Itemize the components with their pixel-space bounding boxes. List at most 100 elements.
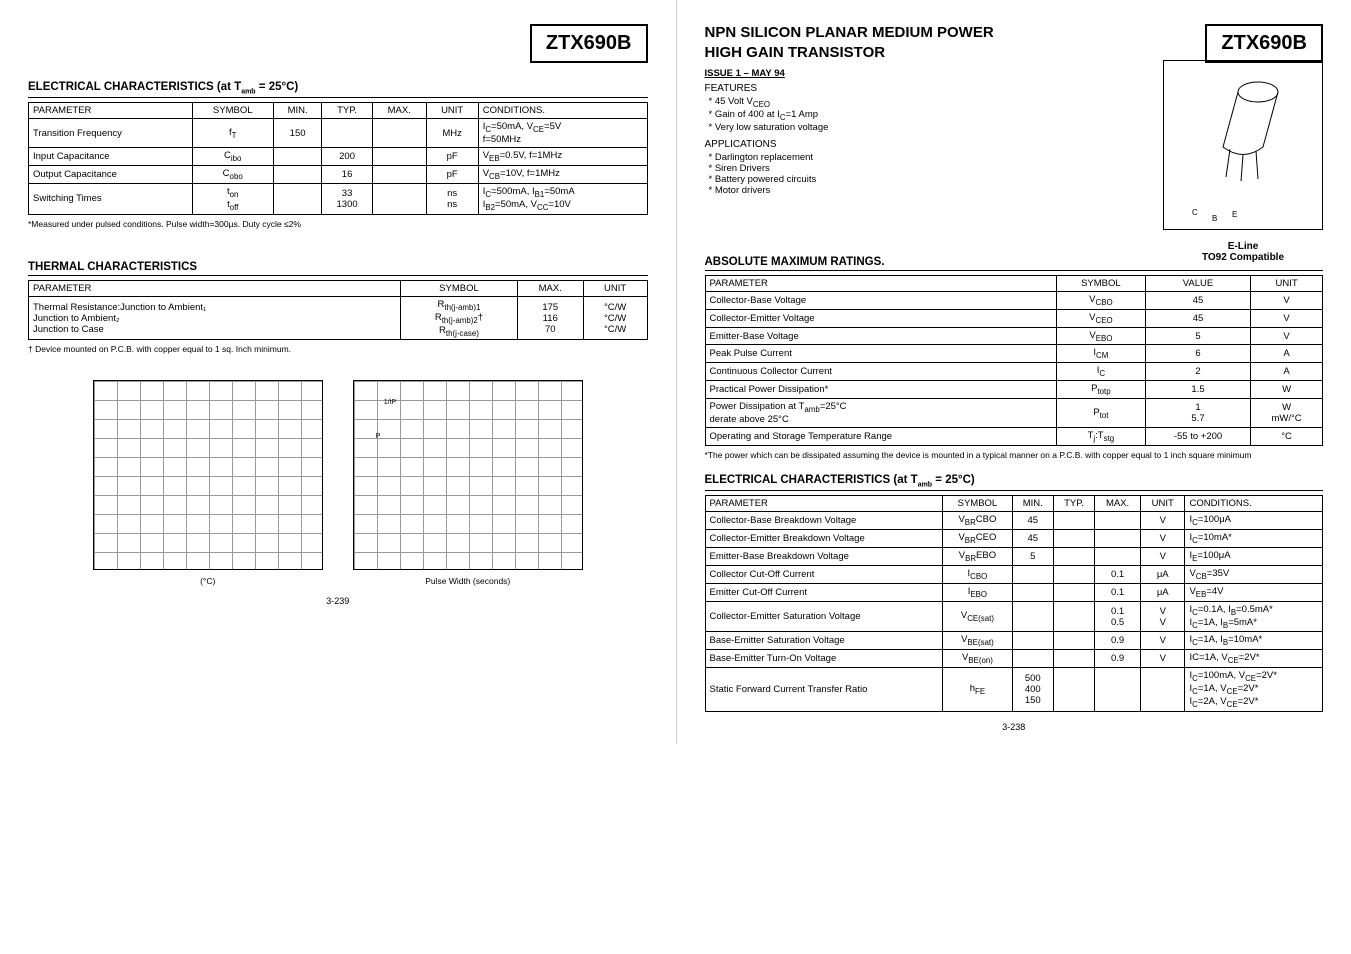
table-cell — [372, 119, 426, 148]
table-cell: V — [1251, 291, 1323, 309]
col-parameter: PARAMETER — [705, 275, 1056, 291]
table-row: Static Forward Current Transfer RatiohFE… — [705, 668, 1323, 712]
table-cell: V — [1141, 650, 1185, 668]
table-row: Collector-Emitter VoltageVCEO45V — [705, 309, 1323, 327]
table-cell — [372, 183, 426, 214]
table-cell: IC=1A, IB=10mA* — [1185, 632, 1323, 650]
table-cell: μA — [1141, 583, 1185, 601]
table-cell: V — [1141, 632, 1185, 650]
table-cell: 45 — [1012, 512, 1053, 530]
table-cell: ICM — [1056, 345, 1145, 363]
table-cell: IC=500mA, IB1=50mAIB2=50mA, VCC=10V — [478, 183, 647, 214]
table-cell: Practical Power Dissipation* — [705, 381, 1056, 399]
col-parameter: PARAMETER — [29, 280, 401, 296]
table-cell: VBE(on) — [943, 650, 1012, 668]
col-typ: TYP. — [322, 103, 372, 119]
abs-footnote: *The power which can be dissipated assum… — [705, 450, 1324, 460]
table-cell: 331300 — [322, 183, 372, 214]
col-symbol: SYMBOL — [943, 496, 1012, 512]
elec-footnote-left: *Measured under pulsed conditions. Pulse… — [28, 219, 648, 229]
table-row: Base-Emitter Turn-On VoltageVBE(on)0.9VI… — [705, 650, 1323, 668]
title-line-2: HIGH GAIN TRANSISTOR — [705, 44, 994, 62]
table-cell — [1012, 565, 1053, 583]
plot2-label-1tp: 1/tP — [384, 399, 396, 406]
table-cell: Input Capacitance — [29, 148, 193, 166]
elec-char-heading-left: ELECTRICAL CHARACTERISTICS (at Tamb = 25… — [28, 81, 648, 98]
table-row: Base-Emitter Saturation VoltageVBE(sat)0… — [705, 632, 1323, 650]
plot-1-wrapper: (°C) — [93, 380, 323, 586]
col-parameter: PARAMETER — [29, 103, 193, 119]
table-cell: 0.9 — [1095, 650, 1141, 668]
table-cell: VCB=10V, f=1MHz — [478, 166, 647, 184]
table-header-row: PARAMETER SYMBOL MAX. UNIT — [29, 280, 648, 296]
pin-e-label: E — [1232, 210, 1237, 219]
table-cell: VEB=0.5V, f=1MHz — [478, 148, 647, 166]
table-cell: fT — [192, 119, 273, 148]
eline-caption-1: E-Line — [1164, 241, 1322, 252]
table-cell: IEBO — [943, 583, 1012, 601]
col-symbol: SYMBOL — [401, 280, 518, 296]
table-cell: V — [1141, 547, 1185, 565]
table-header-row: PARAMETER SYMBOL VALUE UNIT — [705, 275, 1323, 291]
table-cell — [1053, 601, 1094, 632]
table-row: Practical Power Dissipation*Ptotp1.5W — [705, 381, 1323, 399]
thermal-heading: THERMAL CHARACTERISTICS — [28, 261, 648, 276]
table-cell: V — [1141, 530, 1185, 548]
col-max: MAX. — [1095, 496, 1141, 512]
table-cell: VBREBO — [943, 547, 1012, 565]
table-cell: 0.1 — [1095, 565, 1141, 583]
col-min: MIN. — [1012, 496, 1053, 512]
table-cell: tontoff — [192, 183, 273, 214]
table-cell: °C — [1251, 428, 1323, 446]
col-min: MIN. — [273, 103, 322, 119]
table-row: Collector-Base VoltageVCBO45V — [705, 291, 1323, 309]
col-symbol: SYMBOL — [1056, 275, 1145, 291]
elec-title-text: ELECTRICAL CHARACTERISTICS (at T — [28, 81, 241, 93]
table-cell: Base-Emitter Saturation Voltage — [705, 632, 943, 650]
table-cell — [372, 166, 426, 184]
table-cell: IC=1A, VCE=2V* — [1185, 650, 1323, 668]
pin-b-label: B — [1212, 214, 1217, 223]
table-cell: Collector-Base Breakdown Voltage — [705, 512, 943, 530]
table-header-row: PARAMETER SYMBOL MIN. TYP. MAX. UNIT CON… — [705, 496, 1323, 512]
col-conditions: CONDITIONS. — [478, 103, 647, 119]
table-cell: μA — [1141, 565, 1185, 583]
table-cell — [1053, 565, 1094, 583]
page-right: NPN SILICON PLANAR MEDIUM POWER HIGH GAI… — [676, 0, 1351, 744]
package-frame: C B E E-Line TO92 Compatible — [1163, 60, 1323, 230]
table-cell — [1012, 632, 1053, 650]
table-cell — [273, 166, 322, 184]
elec-title-tail: = 25°C) — [256, 81, 299, 93]
page-number-right: 3-238 — [705, 722, 1324, 732]
table-row: Emitter-Base VoltageVEBO5V — [705, 327, 1323, 345]
table-row: Switching Timestontoff331300nsnsIC=500mA… — [29, 183, 648, 214]
table-cell: Collector Cut-Off Current — [705, 565, 943, 583]
table-cell: ICBO — [943, 565, 1012, 583]
table-cell — [1053, 530, 1094, 548]
page-number-left: 3-239 — [28, 596, 648, 606]
elec-table-left: PARAMETER SYMBOL MIN. TYP. MAX. UNIT CON… — [28, 102, 648, 214]
col-value: VALUE — [1145, 275, 1250, 291]
table-cell — [1141, 668, 1185, 712]
elec-title-tail-r: = 25°C) — [932, 474, 975, 486]
plot-row: (°C) 1/tP P Pulse Width (seconds) — [28, 380, 648, 586]
table-cell: VEBO — [1056, 327, 1145, 345]
table-cell: VV — [1141, 601, 1185, 632]
table-cell: nsns — [426, 183, 478, 214]
table-cell: VCE(sat) — [943, 601, 1012, 632]
table-cell: Tj:Tstg — [1056, 428, 1145, 446]
table-cell — [1053, 547, 1094, 565]
col-symbol: SYMBOL — [192, 103, 273, 119]
table-cell: 6 — [1145, 345, 1250, 363]
table-cell: IC=100μA — [1185, 512, 1323, 530]
table-cell: 1.5 — [1145, 381, 1250, 399]
thermal-footnote: † Device mounted on P.C.B. with copper e… — [28, 344, 648, 354]
title-block: NPN SILICON PLANAR MEDIUM POWER HIGH GAI… — [705, 24, 994, 64]
transistor-icon — [1188, 67, 1298, 187]
table-cell: pF — [426, 148, 478, 166]
table-cell: Emitter-Base Breakdown Voltage — [705, 547, 943, 565]
table-cell: VBRCEO — [943, 530, 1012, 548]
table-cell: Static Forward Current Transfer Ratio — [705, 668, 943, 712]
table-cell: IC=0.1A, IB=0.5mA*IC=1A, IB=5mA* — [1185, 601, 1323, 632]
table-cell — [273, 183, 322, 214]
